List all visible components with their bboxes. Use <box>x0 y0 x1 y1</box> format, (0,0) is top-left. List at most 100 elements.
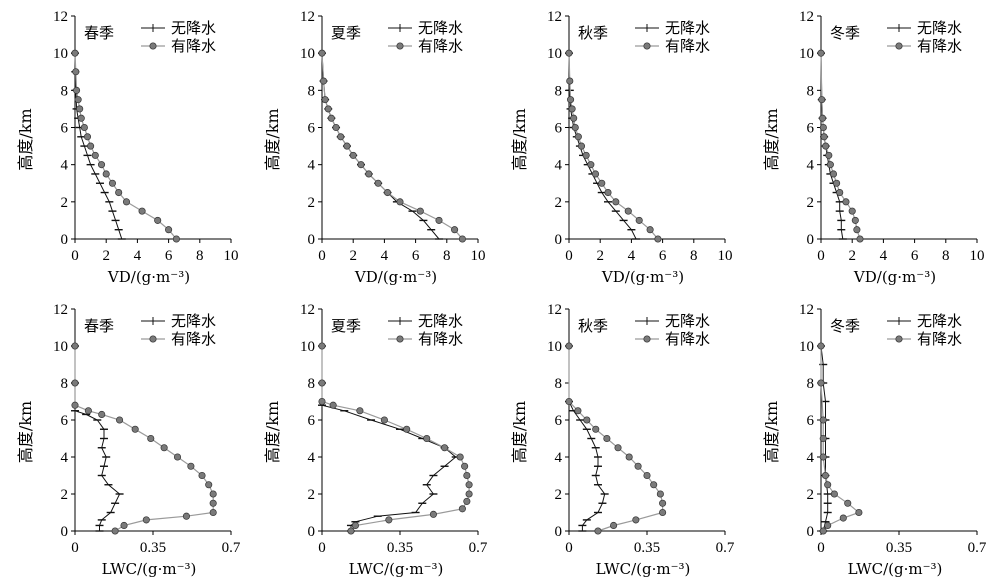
chart-panel-lwc-summer: 0 2 4 6 8 10 12 0 0.35 0.7 LWC/(g·m⁻³) 高度/km 夏季 无降水有降… <box>263 302 488 578</box>
data-point-rain <box>604 188 612 197</box>
data-point-rain <box>821 471 830 480</box>
data-point-rain <box>458 235 466 243</box>
data-point-rain <box>822 142 830 150</box>
data-point-rain <box>131 425 139 433</box>
data-point-rain <box>374 179 382 187</box>
x-axis-label: LWC/(g·m⁻³) <box>102 560 197 578</box>
y-tick-label: 10 <box>53 46 68 62</box>
data-point-rain <box>817 49 825 57</box>
data-point-rain <box>571 123 579 132</box>
data-point-rain <box>380 416 388 424</box>
data-point-rain <box>147 434 155 443</box>
x-tick-label: 0.7 <box>968 540 987 556</box>
season-label: 春季 <box>84 317 114 335</box>
data-point-rain <box>465 490 473 498</box>
y-axis-label: 高度/km <box>263 108 282 170</box>
data-point-rain <box>656 490 664 498</box>
data-point-rain <box>587 161 595 169</box>
x-tick-label: 4 <box>134 248 142 264</box>
season-label: 夏季 <box>331 24 361 42</box>
y-tick-label: 8 <box>308 376 316 392</box>
data-point-rain <box>577 142 586 150</box>
x-axis-label: VD/(g·m⁻³) <box>601 268 684 286</box>
data-point-rain <box>142 516 150 524</box>
data-point-rain <box>635 216 643 224</box>
legend-label-rain: 有降水 <box>665 330 710 348</box>
y-tick-label: 10 <box>300 339 315 355</box>
data-point-rain <box>567 96 575 104</box>
data-point-rain <box>463 471 471 480</box>
chart-panel-lwc-winter: 0 2 4 6 8 10 12 0 0.35 0.7 LWC/(g·m⁻³) 高度/km 冬季 无降水有降… <box>762 302 987 578</box>
data-point-rain <box>612 198 620 206</box>
y-tick-label: 0 <box>555 524 563 540</box>
x-tick-label: 6 <box>659 248 667 264</box>
x-tick-label: 0.7 <box>469 540 488 556</box>
data-point-rain <box>848 207 856 215</box>
y-tick-label: 12 <box>53 302 68 318</box>
data-point-rain <box>87 142 95 150</box>
data-point-rain <box>819 123 827 132</box>
season-label: 冬季 <box>830 24 860 42</box>
y-tick-label: 10 <box>547 339 562 355</box>
x-axis-label: VD/(g·m⁻³) <box>853 268 936 286</box>
y-tick-label: 2 <box>807 487 815 503</box>
x-tick-label: 8 <box>942 248 950 264</box>
x-tick-label: 6 <box>412 248 420 264</box>
y-tick-label: 4 <box>555 450 563 466</box>
season-label: 冬季 <box>830 317 860 335</box>
data-point-rain <box>182 512 190 520</box>
data-point-rain <box>458 505 466 513</box>
y-tick-label: 8 <box>61 376 69 392</box>
data-point-rain <box>451 226 459 234</box>
data-point-rain <box>72 68 80 76</box>
x-tick-label: 0.7 <box>716 540 735 556</box>
data-point-rain <box>583 416 591 424</box>
series-line-rain <box>568 346 664 532</box>
data-point-rain <box>74 96 82 104</box>
data-point-rain <box>829 170 838 178</box>
data-point-rain <box>465 481 473 489</box>
x-tick-label: 4 <box>381 248 389 264</box>
data-point-rain <box>73 86 81 94</box>
x-tick-label: 0.35 <box>634 540 660 556</box>
y-tick-label: 8 <box>555 376 563 392</box>
y-tick-label: 4 <box>807 450 815 466</box>
data-point-rain <box>97 161 106 169</box>
y-tick-label: 10 <box>799 46 814 62</box>
data-point-rain <box>565 342 573 350</box>
series-line-rain <box>74 346 214 532</box>
x-tick-label: 10 <box>718 248 733 264</box>
y-tick-label: 0 <box>807 232 815 248</box>
x-axis-label: LWC/(g·m⁻³) <box>596 560 691 578</box>
data-point-rain <box>71 401 79 409</box>
y-tick-label: 8 <box>308 83 316 99</box>
legend-label-no-rain: 无降水 <box>665 312 710 330</box>
series-line-rain <box>321 346 470 532</box>
data-point-rain <box>817 379 825 387</box>
y-tick-label: 4 <box>807 158 815 174</box>
data-point-rain <box>830 490 838 498</box>
season-label: 春季 <box>84 24 114 42</box>
data-point-rain <box>80 123 88 132</box>
y-axis-label: 高度/km <box>510 108 529 170</box>
data-point-rain <box>565 397 573 406</box>
y-tick-label: 2 <box>308 195 316 211</box>
y-tick-label: 0 <box>61 232 69 248</box>
y-tick-label: 0 <box>555 232 563 248</box>
data-point-rain <box>610 521 618 530</box>
data-point-rain <box>102 170 110 178</box>
data-point-rain <box>320 77 328 85</box>
y-axis-label: 高度/km <box>263 401 282 463</box>
data-point-rain <box>461 462 469 470</box>
y-tick-label: 4 <box>308 158 316 174</box>
data-point-rain <box>853 226 861 234</box>
data-point-rain <box>91 151 99 159</box>
x-tick-label: 0.35 <box>886 540 912 556</box>
x-tick-label: 0 <box>817 540 825 556</box>
y-tick-label: 8 <box>555 83 563 99</box>
x-tick-label: 0.35 <box>140 540 166 556</box>
